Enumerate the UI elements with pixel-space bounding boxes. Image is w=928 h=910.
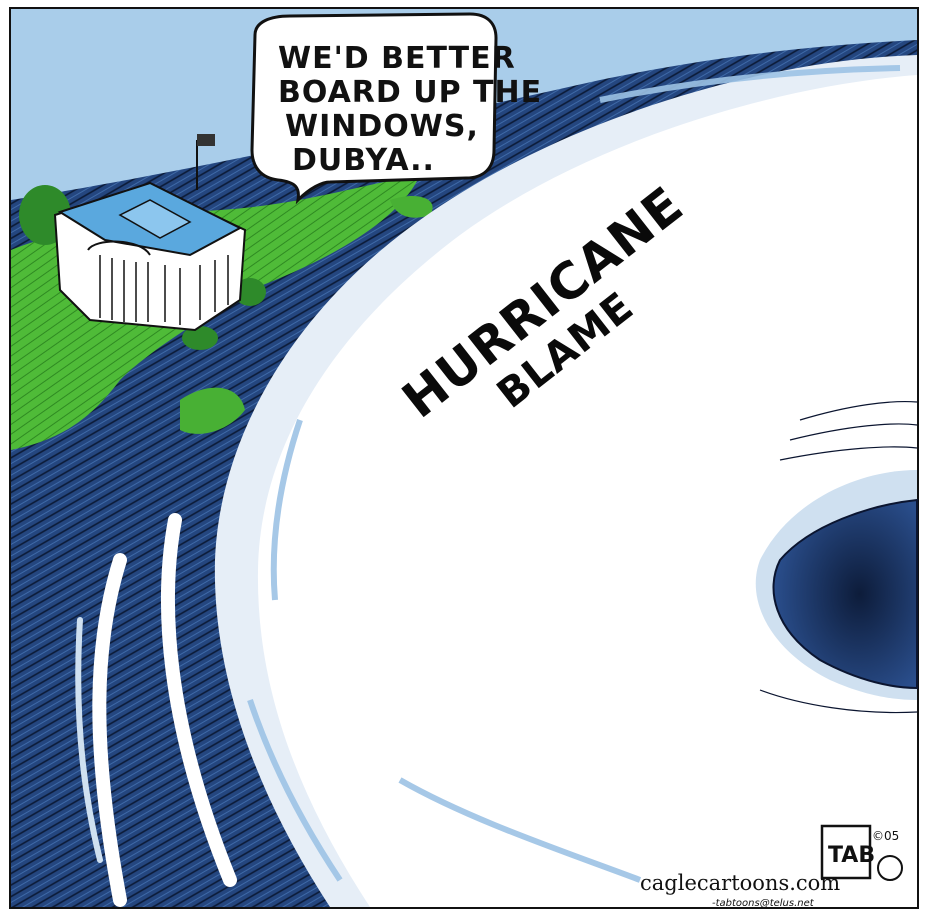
white-house <box>53 134 247 332</box>
speech-bubble: WE'D BETTER BOARD UP THE WINDOWS, DUBYA.… <box>250 12 542 205</box>
signature-doodle-icon <box>877 855 903 881</box>
spiral-cloud-arms <box>92 513 237 907</box>
credit-email: -tabtoons@telus.net <box>712 898 815 909</box>
spiral-cloud-shadow <box>75 617 103 863</box>
bubble-line-3: WINDOWS, <box>285 109 479 144</box>
signature-year: ©05 <box>872 829 899 843</box>
hurricane-eye <box>755 401 918 714</box>
tree <box>182 326 218 350</box>
artist-signature: TAB ©05 <box>820 824 903 881</box>
credit-site: caglecartoons.com <box>640 871 840 895</box>
hurricane-cloud <box>257 75 917 907</box>
bubble-line-4: DUBYA.. <box>292 143 435 178</box>
land-patch <box>390 195 433 218</box>
bubble-line-2: BOARD UP THE <box>278 75 542 110</box>
signature-initials: TAB <box>828 843 875 868</box>
land-patch <box>180 387 245 434</box>
bubble-line-1: WE'D BETTER <box>278 41 516 76</box>
cloud-shading <box>247 65 901 883</box>
